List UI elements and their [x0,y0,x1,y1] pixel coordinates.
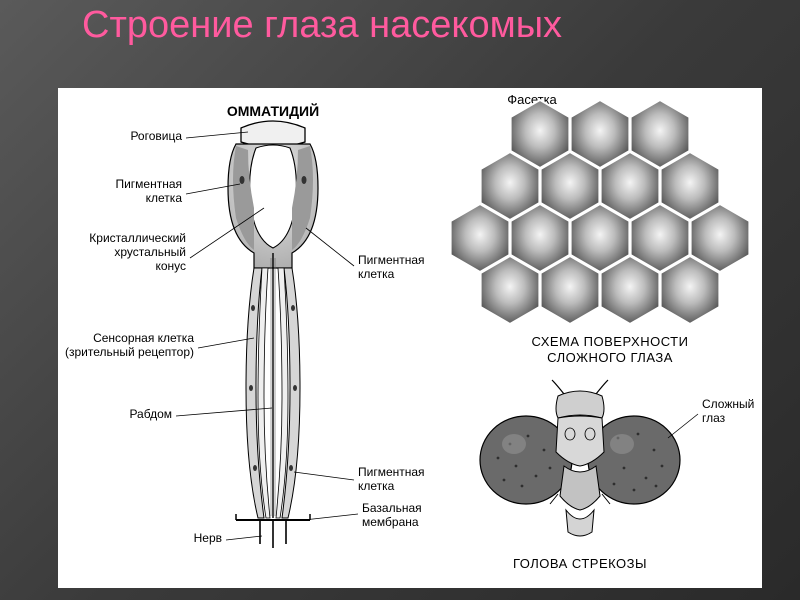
label-pigment-top2: клетка [146,191,183,205]
label-pigment-r2b: клетка [358,479,395,493]
facet-schema-group: Фасетка СХЕМА ПОВЕРХНОСТИ СЛОЖНОГО Г [451,92,750,365]
eye-highlight-l [502,434,526,454]
leader [294,472,354,480]
label-basal1: Базальная [362,501,422,515]
slide-title: Строение глаза насекомых [82,6,562,46]
label-cornea: Роговица [130,129,182,143]
facet-caption1: СХЕМА ПОВЕРХНОСТИ [532,334,689,349]
facet-caption2: СЛОЖНОГО ГЛАЗА [547,350,673,365]
ommatidium-heading: ОММАТИДИЙ [227,102,319,119]
cornea-shape [241,121,305,147]
leader [304,514,358,520]
col-dot [291,305,295,311]
label-pigment-r2: Пигментная [358,465,425,479]
col-dot [253,465,257,471]
leader [176,408,272,416]
label-nerve: Нерв [194,531,222,545]
dragonfly-caption: ГОЛОВА СТРЕКОЗЫ [513,556,647,571]
ommatidium-group: ОММАТИДИЙ [65,102,425,548]
antenna-r [596,380,608,394]
label-cone3: конус [155,259,186,273]
label-rhabdom: Рабдом [129,407,172,421]
label-basal2: мембрана [362,515,419,529]
diagram-panel: ОММАТИДИЙ [58,88,762,588]
slide-background: Строение глаза насекомых ОММАТИДИЙ [0,0,800,600]
labium [566,510,594,536]
col-dot [251,305,255,311]
compound-eye-label1: Сложный [702,397,754,411]
pigment-dot [302,176,307,184]
label-cone1: Кристаллический [89,231,186,245]
label-pigment-top: Пигментная [115,177,182,191]
face [556,416,604,466]
col-dot [293,385,297,391]
leader [226,536,262,540]
leader [186,132,248,138]
labrum [560,466,600,510]
diagram-svg: ОММАТИДИЙ [58,88,762,588]
leader [306,228,354,266]
head-top [556,391,604,418]
pigment-dot [240,176,245,184]
dragonfly-head-group: Сложный глаз ГОЛОВА СТРЕКОЗЫ [480,380,754,571]
label-sensory2: (зрительный рецептор) [65,345,194,359]
col-dot [249,385,253,391]
hex-container [451,100,750,324]
compound-eye-label2: глаз [702,411,726,425]
label-cone2: хрустальный [114,245,186,259]
eye-leader [668,414,698,438]
eye-highlight-r [610,434,634,454]
col-dot [289,465,293,471]
leader [198,338,254,348]
label-pigment-r1b: клетка [358,267,395,281]
antenna-l [552,380,564,394]
label-pigment-r1: Пигментная [358,253,425,267]
label-sensory1: Сенсорная клетка [93,331,194,345]
